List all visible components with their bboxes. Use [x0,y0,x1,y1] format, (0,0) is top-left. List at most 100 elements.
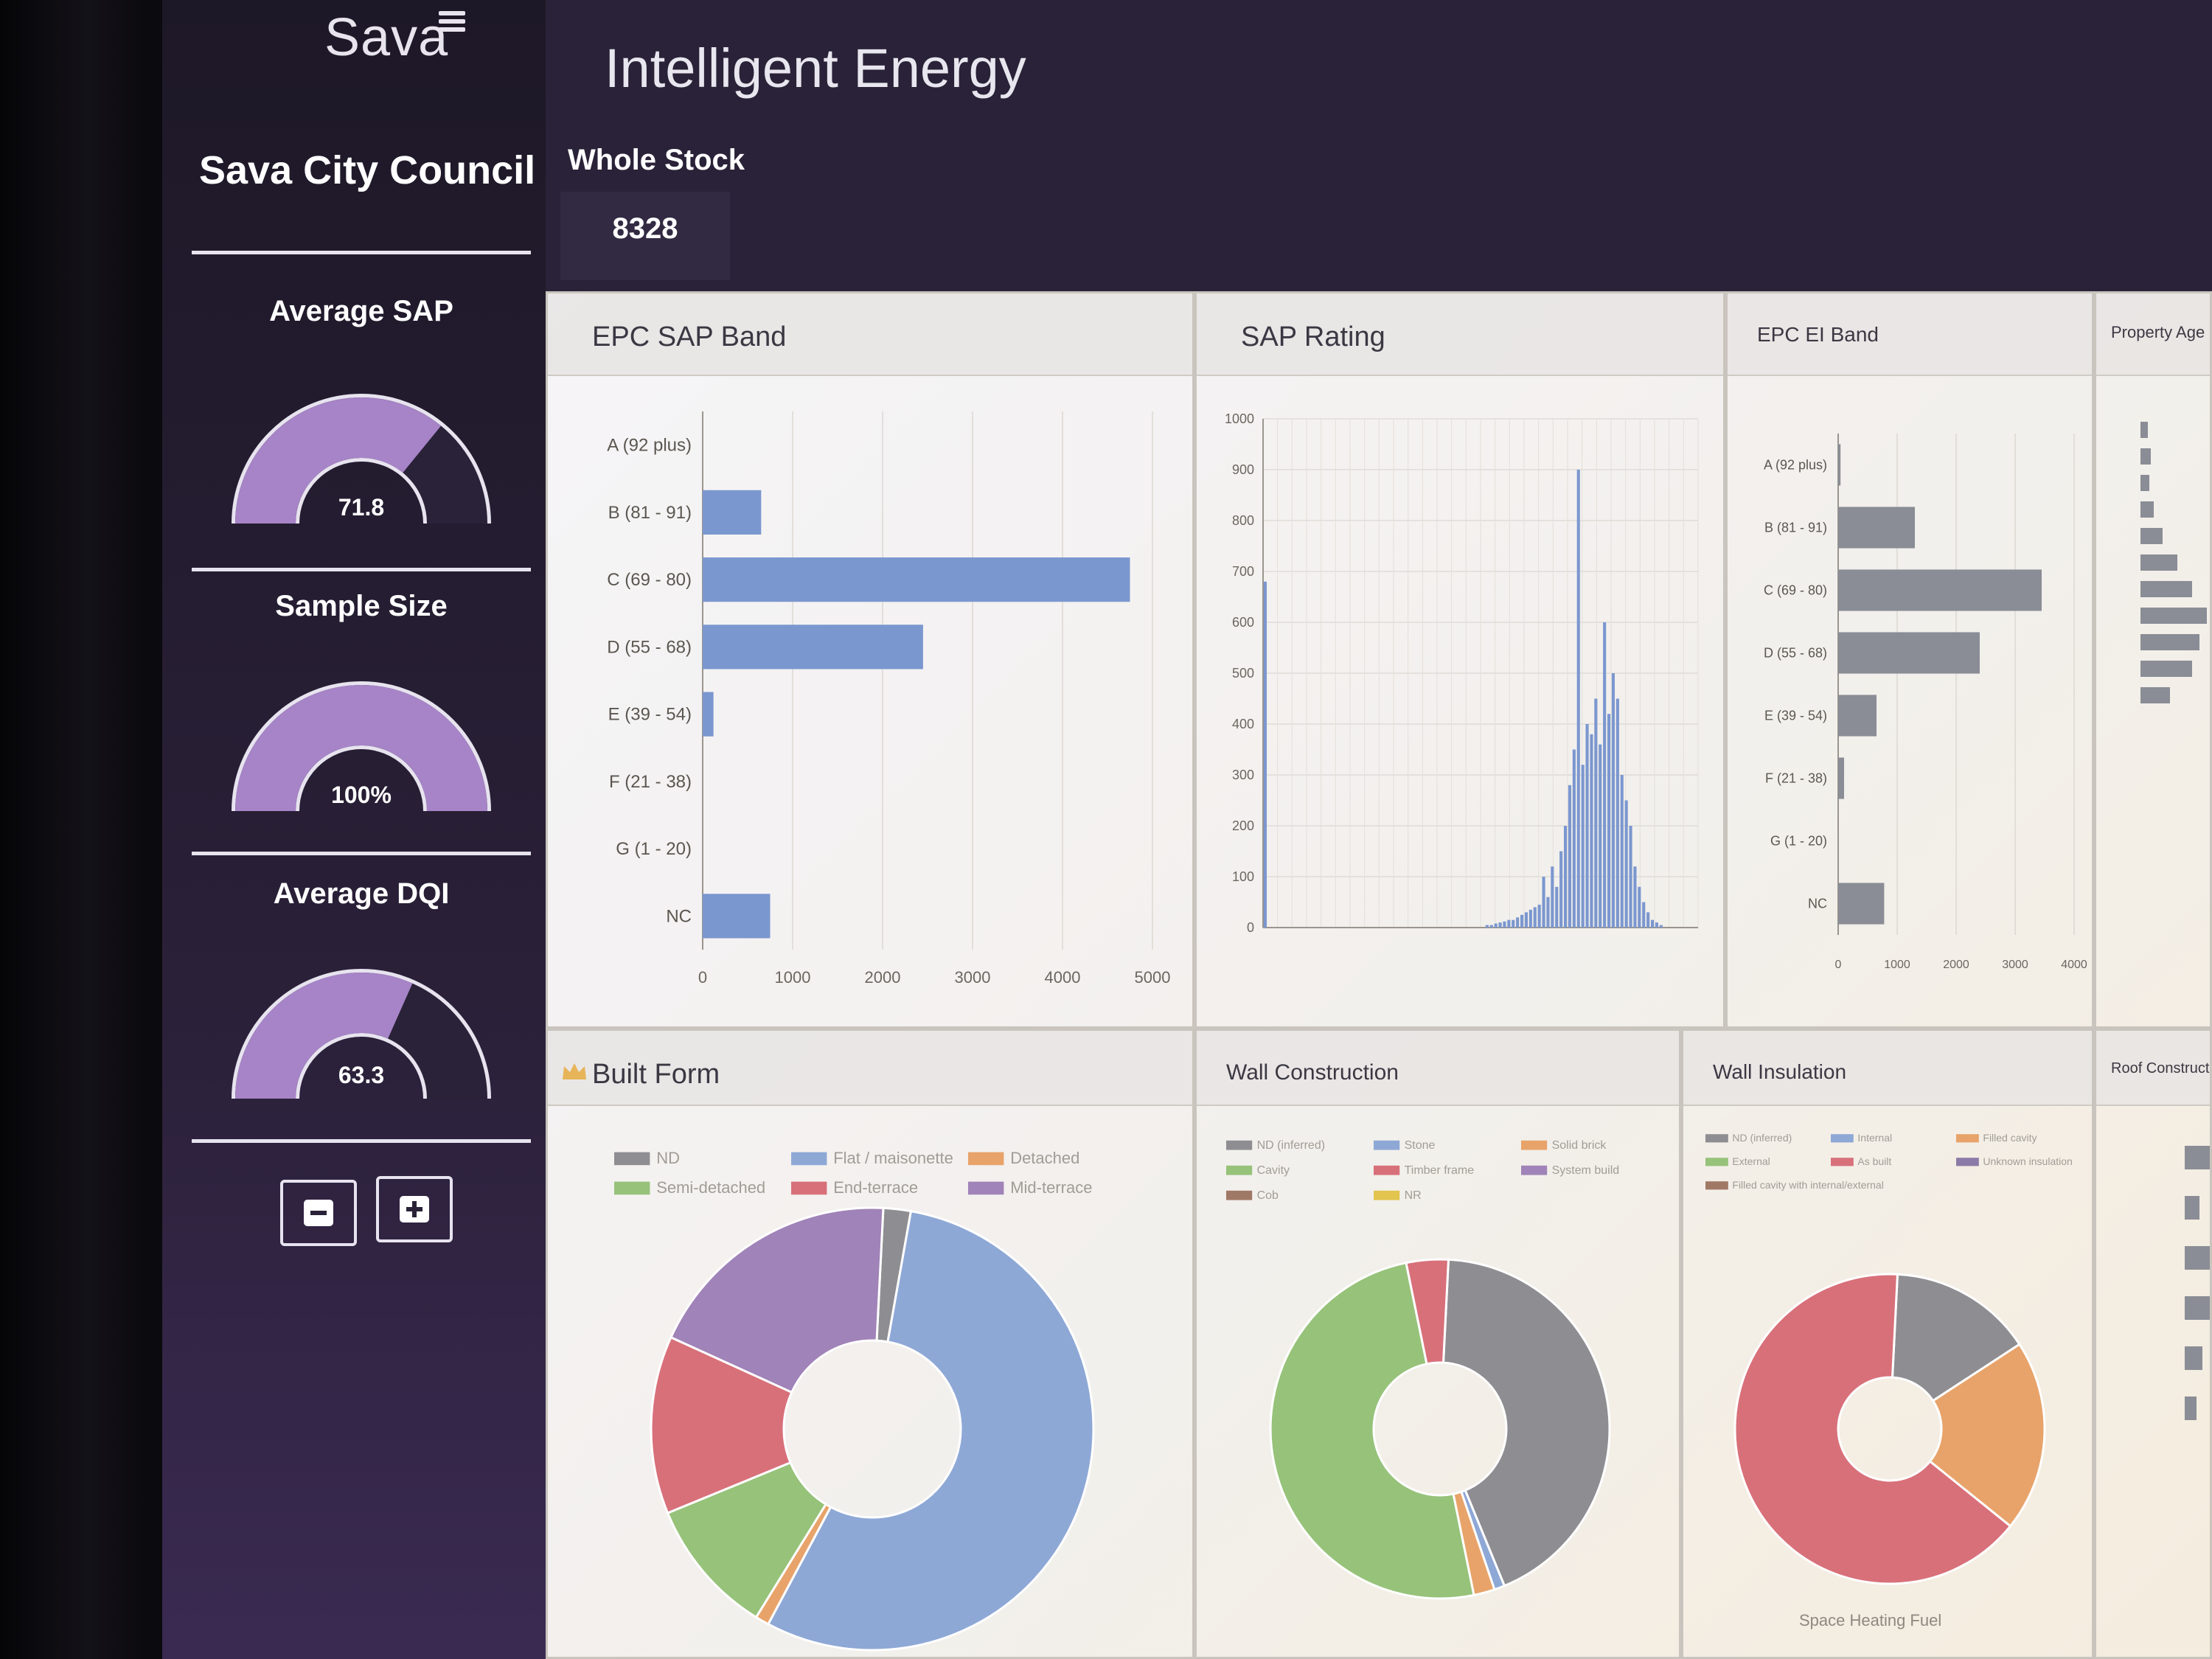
bar [1838,883,1885,925]
legend-swatch [1521,1165,1548,1175]
panel-title-built-form: Built Form [592,1059,720,1090]
legend-label: ND [656,1149,680,1167]
histogram-bar [1576,470,1580,928]
logo-text: Sava [324,8,449,67]
bar [703,894,771,939]
y-tick-label: B (81 - 91) [1764,521,1827,535]
x-tick-label: 2000 [1943,959,1969,971]
y-tick-label: 500 [1232,666,1254,681]
plus-icon [400,1196,429,1222]
histogram-bar [1624,800,1628,928]
histogram-bar [1555,886,1559,928]
y-tick-label: 800 [1232,513,1254,528]
y-tick-label: E (39 - 54) [608,705,692,725]
histogram-bar [1611,673,1615,928]
app-title: Intelligent Energy [605,38,1026,99]
histogram-bar [1551,866,1554,928]
histogram-bar [1559,851,1563,928]
histogram-bar [1629,826,1632,928]
donut-slice [1891,1273,2021,1402]
panel-sap-rating: SAP Rating 0 100 200 300 400 500 600 700 800 900 1… [1194,291,1725,1029]
histogram-bar [1507,919,1511,928]
y-tick-label: D (55 - 68) [607,637,692,657]
panel-title-sap-rating: SAP Rating [1241,321,1385,352]
histogram-bar [1485,925,1489,928]
legend-label: Stone [1405,1139,1436,1152]
bar [1838,632,1980,674]
x-tick-label: 1000 [1884,959,1910,971]
panel-property-age: Property Age [2094,291,2212,1029]
chart-sap-rating: 0 100 200 300 400 500 600 700 800 900 1000 [1225,411,1699,935]
histogram-bar [1633,866,1637,928]
y-tick-label: 600 [1232,615,1254,630]
legend-swatch [1705,1134,1728,1143]
chart-wall-insulation: ND (inferred) Internal Filled cavity Extern… [1705,1132,2073,1585]
legend-label: Unknown insulation [1983,1155,2072,1167]
panel-title-space-heating-fuel: Space Heating Fuel [1799,1611,1942,1630]
histogram-bar [1638,886,1641,928]
y-tick-label: 100 [1232,869,1254,884]
legend-label: Mid-terrace [1010,1178,1092,1197]
y-tick-label: E (39 - 54) [1764,709,1827,723]
legend-label: Flat / maisonette [833,1149,953,1167]
legend-swatch [614,1181,650,1195]
legend-label: Detached [1010,1149,1079,1167]
histogram-bar [1537,904,1541,928]
metric-value-average-dqi: 63.3 [338,1062,385,1088]
roof-construction-bars [2185,1119,2210,1447]
x-tick-label: 4000 [2061,959,2087,971]
panel-epc-sap-band: EPC SAP Band 0 1000 2000 3000 4000 5000 A (92 … [546,291,1194,1029]
legend-swatch [791,1152,827,1166]
y-tick-label: 700 [1232,564,1254,579]
donut-slice [1441,1258,1611,1587]
donut-slice [650,1335,793,1514]
crown-icon [563,1063,586,1079]
y-tick-label: A (92 plus) [607,436,692,456]
legend-swatch [968,1181,1004,1195]
y-tick-label: C (69 - 80) [607,570,692,590]
legend-label: ND (inferred) [1257,1139,1325,1152]
y-tick-label: 300 [1232,768,1254,782]
histogram-bar [1263,581,1267,928]
histogram-bar [1590,734,1593,928]
legend-swatch [1956,1134,1979,1143]
org-name: Sava City Council [199,148,536,192]
legend-label: Cob [1257,1189,1279,1202]
kpi-card[interactable]: 8328 [560,192,730,280]
histogram-bar [1585,724,1589,928]
histogram-bar [1494,923,1498,928]
histogram-bar [1615,698,1619,928]
minus-icon [304,1200,333,1226]
bar [1838,757,1844,799]
legend-swatch [1374,1140,1400,1150]
chart-built-form: ND Flat / maisonette Detached Semi-detached… [614,1149,1095,1652]
donut-slice [766,1209,1095,1652]
histogram-bar [1599,744,1602,928]
panel-wall-construction: Wall Construction ND (inferred) Stone Soli… [1194,1029,1681,1659]
bar [703,557,1130,602]
metric-title-average-sap: Average SAP [269,295,453,327]
divider [192,1139,531,1143]
y-tick-label: F (21 - 38) [1765,771,1827,786]
histogram-bar [1581,765,1585,928]
legend-label: System build [1552,1164,1620,1177]
zoom-in-button[interactable] [376,1176,453,1242]
x-tick-label: 4000 [1045,968,1081,987]
histogram-bar [1655,922,1659,928]
x-tick-label: 3000 [2002,959,2028,971]
legend-swatch [1226,1190,1253,1200]
logo-icon [439,7,465,35]
chart-epc-sap-band: 0 1000 2000 3000 4000 5000 A (92 plus) B (81 - … [607,411,1170,987]
zoom-out-button[interactable] [280,1180,357,1246]
y-tick-label: 1000 [1225,411,1254,426]
histogram-bar [1646,912,1650,928]
gauge-average-sap [232,394,491,525]
histogram-bar [1524,912,1528,928]
y-tick-label: 400 [1232,717,1254,731]
legend-swatch [1831,1158,1854,1166]
metric-value-sample-size: 100% [331,782,392,808]
histogram-bar [1620,775,1624,928]
donut-slice [666,1461,828,1619]
panel-wall-insulation: Wall Insulation ND (inferred) Internal Fil… [1681,1029,2094,1659]
legend-swatch [1374,1165,1400,1175]
